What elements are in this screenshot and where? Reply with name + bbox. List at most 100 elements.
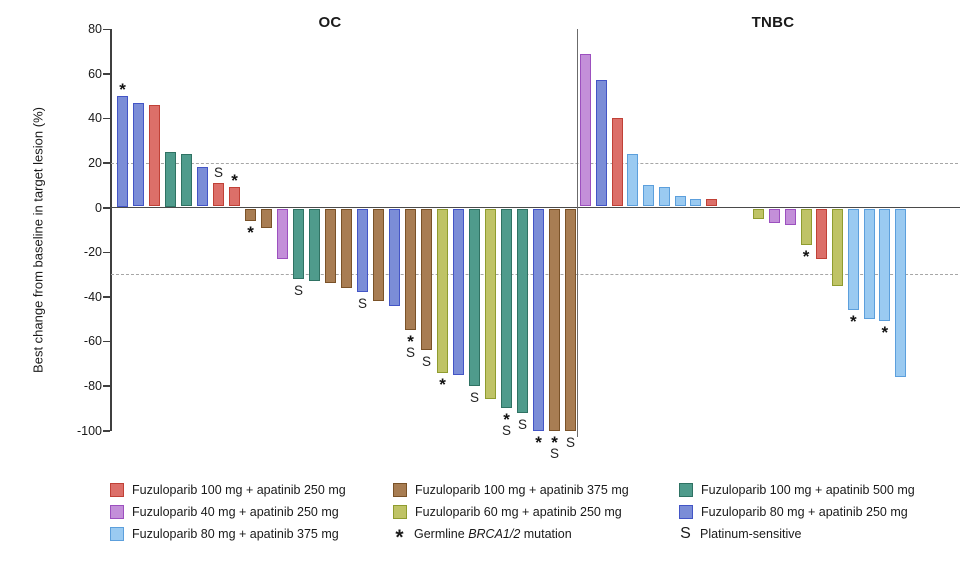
legend-item: Fuzuloparib 80 mg + apatinib 375 mg <box>110 527 393 541</box>
bar <box>627 153 639 207</box>
y-axis-tick <box>103 296 110 298</box>
bar-mark-s: S <box>357 296 367 312</box>
bar-mark-s: S <box>421 354 431 370</box>
bar <box>690 198 702 207</box>
y-axis-tick <box>103 117 110 120</box>
bar <box>674 196 686 207</box>
bar <box>309 208 320 282</box>
legend-swatch-icon <box>110 505 124 519</box>
y-axis-tick-label: 60 <box>88 66 102 81</box>
bar-mark-star: * <box>119 80 126 99</box>
y-axis-tick <box>103 73 110 75</box>
legend-label: Fuzuloparib 80 mg + apatinib 250 mg <box>701 505 908 519</box>
y-axis-tick-label: 20 <box>88 155 102 170</box>
bar <box>706 198 717 207</box>
bar <box>341 208 352 288</box>
bar <box>453 208 464 375</box>
bar-mark-star: * <box>535 432 542 452</box>
bar-mark-s: S <box>517 416 527 432</box>
bar-mark-star: * <box>407 332 414 352</box>
bar <box>373 208 384 302</box>
bar <box>405 208 416 331</box>
legend-swatch-icon <box>679 483 693 497</box>
bar <box>117 96 128 207</box>
zero-baseline <box>110 207 960 209</box>
legend-label: Fuzuloparib 60 mg + apatinib 250 mg <box>415 505 622 519</box>
bar <box>832 208 843 286</box>
y-axis-tick-label: 0 <box>95 200 102 215</box>
bar <box>197 167 208 207</box>
y-axis-line <box>110 29 112 431</box>
y-axis-tick-label: 80 <box>88 22 102 37</box>
y-axis-title: Best change from baseline in target lesi… <box>30 107 46 373</box>
bar-mark-s: S <box>405 345 415 361</box>
bar-mark-star: * <box>802 247 810 267</box>
y-axis-tick-label: -80 <box>83 378 102 393</box>
bar <box>611 118 623 207</box>
bar <box>133 102 144 207</box>
legend-item: Fuzuloparib 100 mg + apatinib 500 mg <box>679 483 956 497</box>
bar-mark-s: S <box>549 445 559 461</box>
bar <box>595 80 607 207</box>
panel-title-oc: OC <box>318 14 342 31</box>
y-axis-tick <box>103 162 110 164</box>
legend-label: Platinum-sensitive <box>700 527 802 541</box>
bar-mark-star: * <box>503 410 510 430</box>
bar <box>847 208 859 311</box>
bar <box>165 151 176 207</box>
bar-mark-star: * <box>551 432 558 452</box>
bar <box>549 208 560 431</box>
bar <box>816 208 828 259</box>
y-axis-tick <box>103 251 110 254</box>
legend-item: Fuzuloparib 100 mg + apatinib 250 mg <box>110 483 393 497</box>
legend-item: * Germline BRCA1/2 mutation <box>393 526 679 549</box>
bar <box>895 208 906 377</box>
legend-swatch-icon <box>110 483 124 497</box>
bar <box>533 208 544 431</box>
bar-mark-star: * <box>247 222 254 242</box>
bar <box>658 187 670 207</box>
legend-label: Fuzuloparib 100 mg + apatinib 250 mg <box>132 483 346 497</box>
y-axis-tick-label: 40 <box>88 111 102 126</box>
y-axis-tick-label: -100 <box>76 423 102 438</box>
legend-item: Fuzuloparib 40 mg + apatinib 250 mg <box>110 505 393 519</box>
bar <box>357 208 368 293</box>
legend-label: Fuzuloparib 40 mg + apatinib 250 mg <box>132 505 339 519</box>
bar-mark-s: S <box>501 423 511 439</box>
legend-swatch-icon <box>110 527 124 541</box>
legend-swatch-icon <box>393 483 407 497</box>
bar-mark-s: S <box>293 282 303 298</box>
y-axis-tick <box>103 385 110 387</box>
legend-label: Fuzuloparib 100 mg + apatinib 375 mg <box>415 483 629 497</box>
bar-mark-s: S <box>213 164 223 180</box>
bar <box>229 187 240 207</box>
bar <box>293 208 304 279</box>
bar-mark-star: * <box>881 323 889 343</box>
bar <box>245 208 256 221</box>
bar <box>517 208 528 413</box>
legend-swatch-icon <box>393 505 407 519</box>
bar-mark-s: S <box>565 434 575 450</box>
panel-divider <box>577 29 578 437</box>
bar <box>863 208 875 319</box>
legend-label: Germline BRCA1/2 mutation <box>414 527 572 541</box>
bar <box>149 104 160 207</box>
platinum-sensitive-s-icon: S <box>680 525 691 542</box>
y-axis-tick <box>103 207 110 209</box>
bar <box>501 208 512 409</box>
bar <box>261 208 272 228</box>
bar <box>277 208 288 259</box>
bar <box>469 208 480 386</box>
germline-mutation-asterisk-icon: * <box>395 526 404 549</box>
bar <box>325 208 336 284</box>
legend-item: S Platinum-sensitive <box>679 525 956 542</box>
legend-item: Fuzuloparib 100 mg + apatinib 375 mg <box>393 483 679 497</box>
bar-mark-star: * <box>849 312 857 332</box>
bar <box>181 153 192 207</box>
bar <box>879 208 891 322</box>
legend-swatch-icon <box>679 505 693 519</box>
bar <box>784 208 796 226</box>
y-axis-tick <box>103 430 110 432</box>
bar <box>643 185 654 207</box>
bar <box>769 208 780 224</box>
